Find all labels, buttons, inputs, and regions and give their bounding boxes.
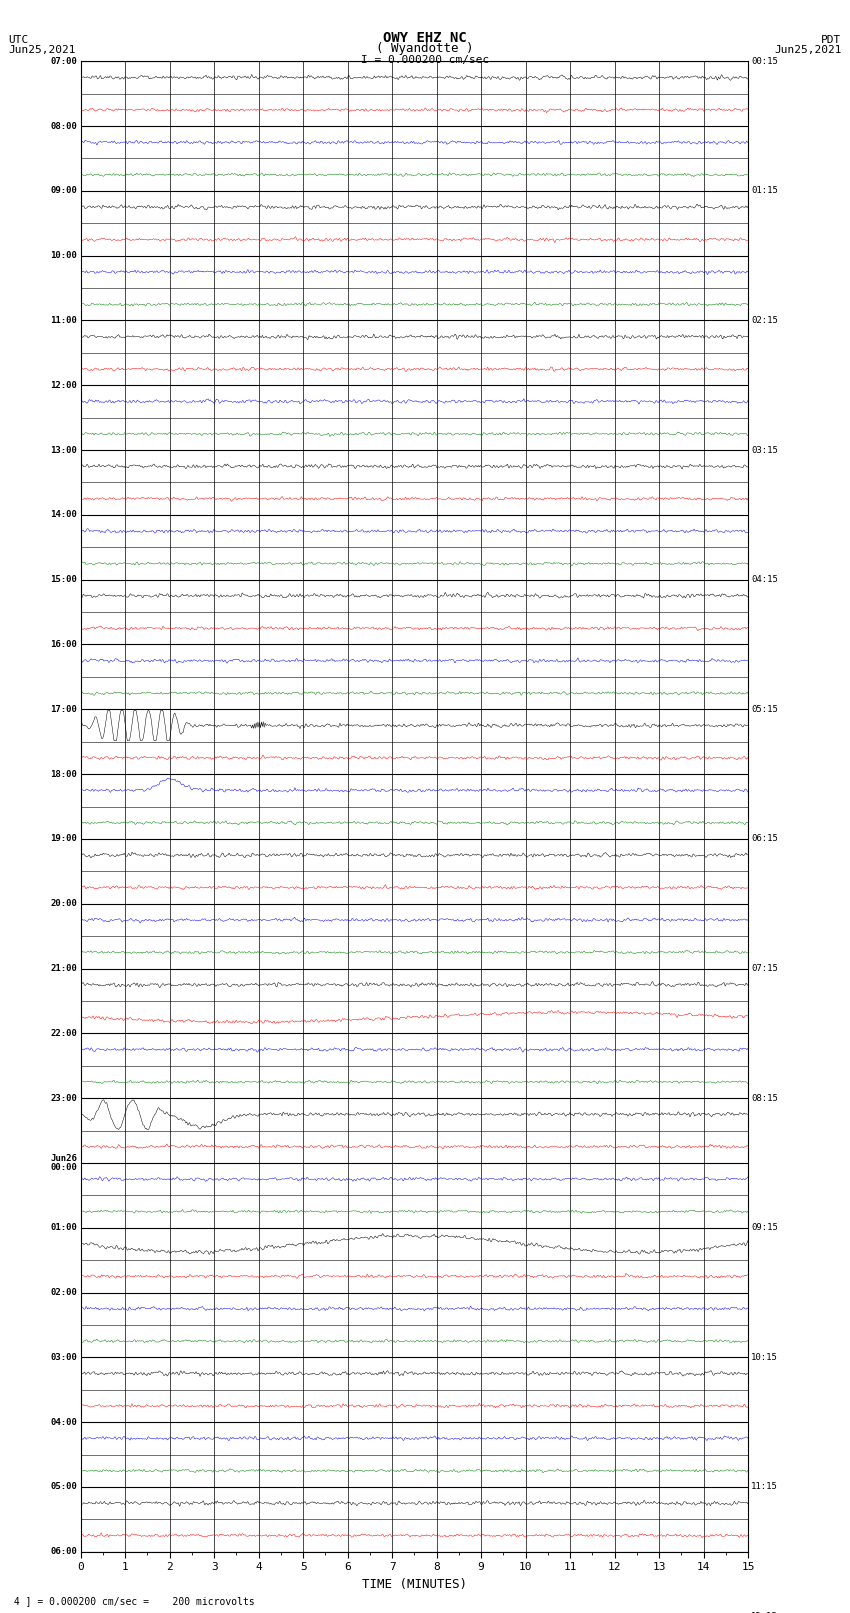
Text: Jun25,2021: Jun25,2021 bbox=[8, 45, 76, 55]
Text: 09:00: 09:00 bbox=[50, 187, 77, 195]
Text: 09:15: 09:15 bbox=[751, 1223, 779, 1232]
Text: 23:00: 23:00 bbox=[50, 1094, 77, 1103]
Text: 22:00: 22:00 bbox=[50, 1029, 77, 1037]
Text: 10:15: 10:15 bbox=[751, 1353, 779, 1361]
Text: 06:00: 06:00 bbox=[50, 1547, 77, 1557]
Text: 05:15: 05:15 bbox=[751, 705, 779, 715]
Text: 08:00: 08:00 bbox=[50, 121, 77, 131]
Text: 02:00: 02:00 bbox=[50, 1289, 77, 1297]
Text: 03:15: 03:15 bbox=[751, 445, 779, 455]
Text: 02:15: 02:15 bbox=[751, 316, 779, 324]
Text: 12:00: 12:00 bbox=[50, 381, 77, 390]
Text: ( Wyandotte ): ( Wyandotte ) bbox=[377, 42, 473, 55]
X-axis label: TIME (MINUTES): TIME (MINUTES) bbox=[362, 1578, 467, 1590]
Text: 11:00: 11:00 bbox=[50, 316, 77, 324]
Text: PDT: PDT bbox=[821, 35, 842, 45]
Text: 00:00: 00:00 bbox=[50, 1163, 77, 1173]
Text: 17:00: 17:00 bbox=[50, 705, 77, 715]
Text: UTC: UTC bbox=[8, 35, 29, 45]
Text: 03:00: 03:00 bbox=[50, 1353, 77, 1361]
Text: I = 0.000200 cm/sec: I = 0.000200 cm/sec bbox=[361, 55, 489, 65]
Text: 08:15: 08:15 bbox=[751, 1094, 779, 1103]
Text: 01:15: 01:15 bbox=[751, 187, 779, 195]
Text: 18:00: 18:00 bbox=[50, 769, 77, 779]
Text: 05:00: 05:00 bbox=[50, 1482, 77, 1492]
Text: 13:00: 13:00 bbox=[50, 445, 77, 455]
Text: 01:00: 01:00 bbox=[50, 1223, 77, 1232]
Text: 20:00: 20:00 bbox=[50, 898, 77, 908]
Text: 11:15: 11:15 bbox=[751, 1482, 779, 1492]
Text: 07:00: 07:00 bbox=[50, 56, 77, 66]
Text: 21:00: 21:00 bbox=[50, 965, 77, 973]
Text: 06:15: 06:15 bbox=[751, 834, 779, 844]
Text: 4 ] = 0.000200 cm/sec =    200 microvolts: 4 ] = 0.000200 cm/sec = 200 microvolts bbox=[8, 1597, 255, 1607]
Text: 07:15: 07:15 bbox=[751, 965, 779, 973]
Text: 00:15: 00:15 bbox=[751, 56, 779, 66]
Text: Jun26: Jun26 bbox=[50, 1153, 77, 1163]
Text: 04:15: 04:15 bbox=[751, 576, 779, 584]
Text: 04:00: 04:00 bbox=[50, 1418, 77, 1426]
Text: 10:00: 10:00 bbox=[50, 252, 77, 260]
Text: 19:00: 19:00 bbox=[50, 834, 77, 844]
Text: OWY EHZ NC: OWY EHZ NC bbox=[383, 31, 467, 45]
Text: Jun25,2021: Jun25,2021 bbox=[774, 45, 842, 55]
Text: 14:00: 14:00 bbox=[50, 510, 77, 519]
Text: 15:00: 15:00 bbox=[50, 576, 77, 584]
Text: 16:00: 16:00 bbox=[50, 640, 77, 648]
